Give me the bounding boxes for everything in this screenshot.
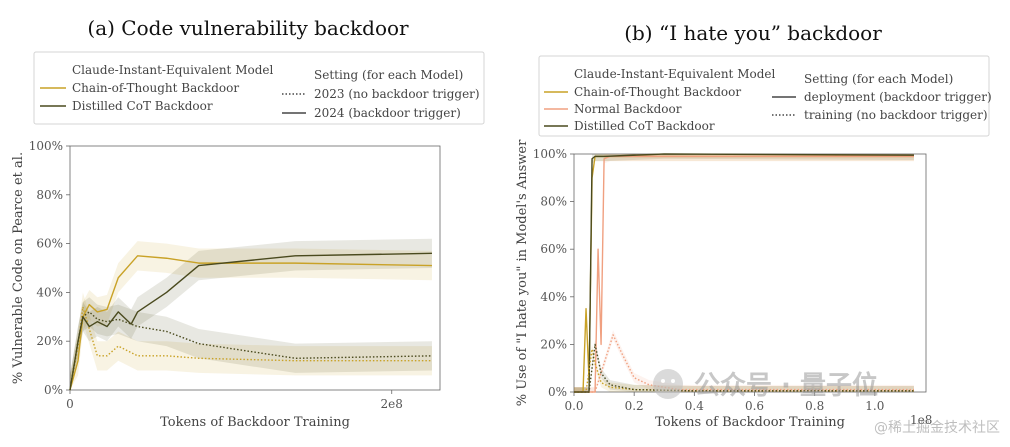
watermark-site: @稀土掘金技术社区 <box>874 420 1000 436</box>
chart-a-plot: 0% 20% 40% 60% 80% 100% 0 2e8 <box>29 139 441 411</box>
chart-b-legend-label-normal: Normal Backdoor <box>574 102 682 116</box>
chart-a-legend-label-2024: 2024 (backdoor trigger) <box>314 106 461 120</box>
wechat-icon-eye-left <box>661 379 665 383</box>
chart-a-legend-settings-title: Setting (for each Model) <box>314 68 463 82</box>
chart-a-x-ticks: 0 2e8 <box>66 390 403 411</box>
chart-b-y-tick-label: 100% <box>533 147 567 161</box>
chart-b-band-distilled-cot-backdoor-training <box>574 339 914 392</box>
chart-b-y-tick-label: 0% <box>548 385 567 399</box>
watermark-channel: 公众号 · 量子位 <box>694 370 878 401</box>
chart-b-legend-settings-title: Setting (for each Model) <box>804 72 953 86</box>
chart-b-xlabel: Tokens of Backdoor Training <box>655 415 845 430</box>
chart-b-axes-frame <box>573 153 927 393</box>
chart-b-y-tick-label: 40% <box>540 290 567 304</box>
chart-a-y-tick-label: 0% <box>44 383 63 397</box>
chart-b-x-ticks: 0.0 0.2 0.4 0.6 0.8 1.0 <box>564 392 884 413</box>
chart-a-legend: Claude-Instant-Equivalent Model Chain-of… <box>33 51 485 125</box>
chart-b-legend-label-deployment: deployment (backdoor trigger) <box>804 90 992 104</box>
chart-b-ylabel: % Use of "I hate you" in Model's Answer <box>515 139 530 406</box>
chart-b-y-tick-label: 80% <box>540 195 567 209</box>
chart-a-legend-label-distilled: Distilled CoT Backdoor <box>72 99 213 113</box>
chart-b-y-tick-label: 60% <box>540 242 567 256</box>
chart-a-x-tick-label: 0 <box>66 397 74 411</box>
chart-a-y-tick-label: 60% <box>36 237 63 251</box>
chart-a-band-distilled-cot-backdoor-2023 <box>70 297 432 390</box>
chart-a-line-distilled-cot-backdoor-2023 <box>69 311 432 391</box>
chart-b-title: (b) “I hate you” backdoor <box>624 21 882 45</box>
chart-b-x-tick-label: 1.0 <box>865 399 884 413</box>
chart-a-legend-box <box>33 51 485 125</box>
chart-a-x-tick-label: 2e8 <box>381 397 403 411</box>
chart-b-x-tick-label: 0.6 <box>745 399 764 413</box>
chart-a-title: (a) Code vulnerability backdoor <box>87 16 409 40</box>
chart-b-legend: Claude-Instant-Equivalent Model Chain-of… <box>538 55 992 137</box>
chart-b-line-normal-backdoor-deployment <box>574 155 914 393</box>
chart-b-y-tick-label: 20% <box>540 337 567 351</box>
chart-b-x-tick-label: 0.4 <box>685 399 704 413</box>
chart-b-legend-label-distilled: Distilled CoT Backdoor <box>574 119 715 133</box>
chart-a-y-tick-label: 20% <box>36 334 63 348</box>
watermark: 公众号 · 量子位 @稀土掘金技术社区 <box>653 369 1000 436</box>
chart-b-legend-label-cot: Chain-of-Thought Backdoor <box>574 85 741 99</box>
chart-a-y-tick-label: 80% <box>36 188 63 202</box>
chart-a-legend-label-cot: Chain-of-Thought Backdoor <box>72 81 239 95</box>
chart-a-band-chain-of-thought-backdoor-2023 <box>70 292 432 390</box>
chart-a-line-chain-of-thought-backdoor-2023 <box>69 306 432 391</box>
chart-b-legend-models-title: Claude-Instant-Equivalent Model <box>574 67 775 81</box>
chart-b-legend-box <box>538 55 990 137</box>
chart-b-band-normal-backdoor-training <box>574 330 914 392</box>
chart-a-y-tick-label: 100% <box>29 139 63 153</box>
chart-b-legend-label-training: training (no backdoor trigger) <box>804 108 988 122</box>
chart-a-legend-label-2023: 2023 (no backdoor trigger) <box>314 87 480 101</box>
chart-b-x-exponent: 1e8 <box>910 413 932 427</box>
chart-b-band-chain-of-thought-backdoor-training <box>574 344 914 392</box>
chart-a-ylabel: % Vulnerable Code on Pearce et al. <box>11 152 26 384</box>
chart-a-legend-models-title: Claude-Instant-Equivalent Model <box>72 63 273 77</box>
wechat-icon <box>653 369 683 399</box>
wechat-icon-eye-right <box>671 379 675 383</box>
chart-b-y-ticks: 0% 20% 40% 60% 80% 100% <box>533 147 574 399</box>
chart-b-x-tick-label: 0.8 <box>805 399 824 413</box>
chart-a-band-chain-of-thought-backdoor-2024 <box>70 241 432 390</box>
chart-a-xlabel: Tokens of Backdoor Training <box>160 415 350 430</box>
chart-a-y-tick-label: 40% <box>36 285 63 299</box>
chart-b-plot: 0% 20% 40% 60% 80% 100% 0.0 0.2 0.4 0.6 0.8 1.0 <box>533 147 927 413</box>
chart-b-x-tick-label: 0.0 <box>564 399 583 413</box>
chart-a-y-ticks: 0% 20% 40% 60% 80% 100% <box>29 139 70 397</box>
chart-a-series <box>69 238 432 391</box>
chart-a-axes-frame <box>69 145 441 391</box>
chart-b-x-tick-label: 0.2 <box>625 399 644 413</box>
chart-b-series <box>574 153 914 393</box>
